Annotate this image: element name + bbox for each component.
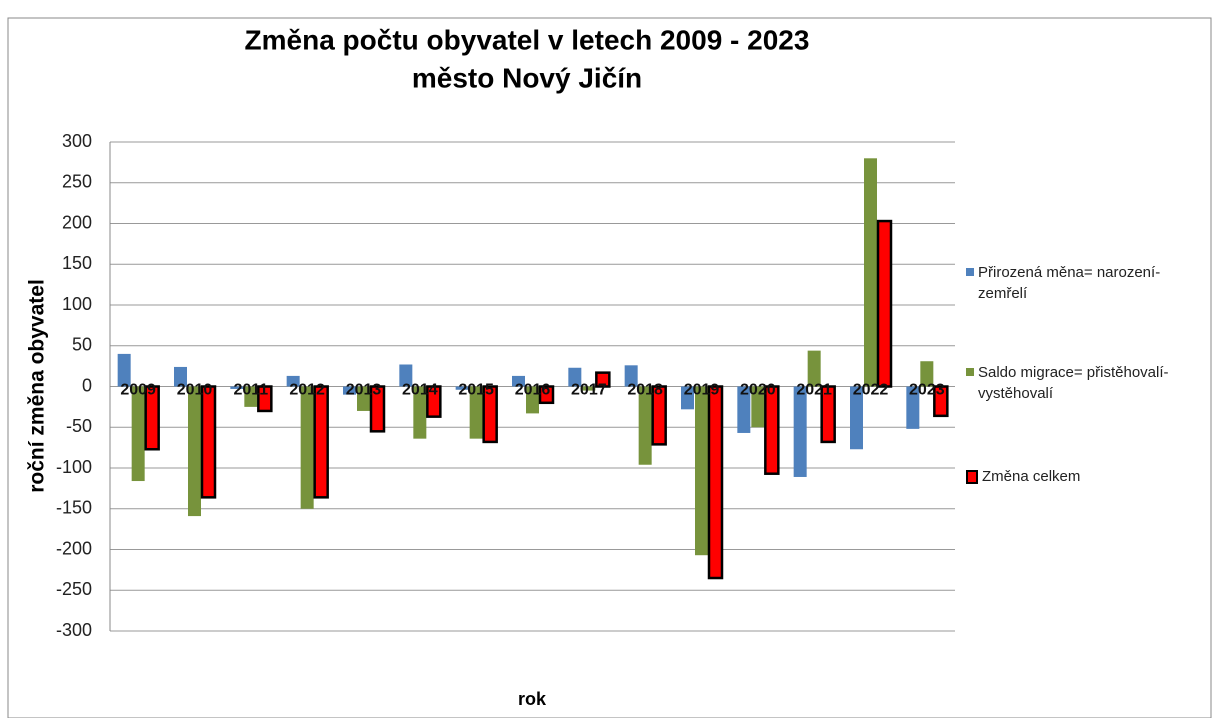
- bar: [343, 386, 356, 395]
- x-tick-label: 2020: [740, 382, 776, 399]
- x-tick-label: 2018: [627, 382, 663, 399]
- x-tick-label: 2014: [402, 382, 438, 399]
- bar: [568, 367, 582, 387]
- bar: [764, 385, 780, 475]
- x-tick-label: 2013: [346, 382, 382, 399]
- y-tick-label: 100: [62, 294, 92, 314]
- bar: [188, 386, 201, 517]
- bar: [300, 386, 314, 509]
- bar: [174, 366, 187, 387]
- y-axis-label: roční změna obyvatel: [26, 279, 49, 493]
- y-tick-label: 150: [62, 253, 92, 273]
- bar: [624, 365, 638, 387]
- y-tick-label: 300: [62, 131, 92, 151]
- bar: [933, 385, 949, 418]
- bar: [850, 386, 863, 450]
- x-axis-label: rok: [518, 689, 547, 709]
- legend-label: Saldo migrace= přistěhovalí-vystěhovalí: [978, 364, 1169, 402]
- y-tick-label: 50: [72, 335, 92, 355]
- bar: [707, 385, 724, 580]
- bar: [482, 385, 498, 444]
- y-tick-label: 0: [82, 375, 92, 395]
- bar: [737, 386, 751, 433]
- bar: [582, 386, 596, 391]
- bar: [595, 371, 611, 388]
- bar: [286, 375, 300, 387]
- bar: [538, 385, 555, 405]
- bar: [695, 386, 708, 556]
- chart-border: [7, 17, 1212, 718]
- bar: [793, 386, 807, 477]
- bar: [807, 350, 821, 387]
- bar: [651, 385, 667, 446]
- x-tick-label: 2015: [458, 382, 494, 399]
- x-tick-label: 2011: [233, 382, 268, 399]
- bar: [357, 386, 370, 411]
- bar: [751, 386, 765, 428]
- bar: [200, 385, 217, 499]
- bar: [526, 386, 539, 414]
- x-tick-label: 2021: [796, 382, 832, 399]
- bar: [144, 385, 160, 451]
- bar: [313, 385, 329, 499]
- bar: [820, 385, 836, 444]
- legend-item: Přirozená měna= narození-zemřelí: [966, 262, 1206, 304]
- y-tick-label: -100: [56, 457, 92, 477]
- bar: [864, 158, 877, 387]
- bar: [399, 364, 413, 387]
- legend-swatch: [966, 368, 974, 376]
- y-tick-label: -200: [56, 538, 92, 558]
- legend-item: Saldo migrace= přistěhovalí-vystěhovalí: [966, 362, 1206, 404]
- y-tick-label: 200: [62, 212, 92, 232]
- y-tick-label: -150: [56, 498, 92, 518]
- bar: [455, 386, 469, 390]
- legend-swatch: [966, 470, 978, 484]
- chart-subtitle: město Nový Jičín: [412, 62, 642, 93]
- bar: [369, 385, 386, 433]
- bar: [257, 385, 273, 413]
- y-tick-label: -250: [56, 579, 92, 599]
- bar: [426, 385, 442, 418]
- x-tick-label: 2009: [120, 382, 156, 399]
- legend-swatch: [966, 268, 974, 276]
- legend-label: Přirozená měna= narození-zemřelí: [978, 264, 1161, 302]
- bar: [469, 386, 483, 439]
- x-tick-label: 2017: [571, 382, 607, 399]
- bar: [920, 361, 934, 387]
- legend-label: Změna celkem: [982, 468, 1081, 485]
- chart-title: Změna počtu obyvatel v letech 2009 - 202…: [245, 24, 810, 55]
- x-tick-label: 2016: [515, 382, 551, 399]
- bar: [131, 386, 145, 482]
- y-tick-label: -50: [66, 416, 92, 436]
- x-tick-label: 2010: [177, 382, 213, 399]
- x-tick-label: 2022: [853, 382, 889, 399]
- bar: [512, 375, 525, 387]
- bar: [244, 386, 258, 407]
- x-tick-label: 2012: [289, 382, 325, 399]
- bar: [413, 386, 427, 439]
- x-tick-label: 2019: [684, 382, 720, 399]
- bar: [638, 386, 652, 465]
- x-tick-label: 2023: [909, 382, 945, 399]
- bar: [876, 219, 893, 388]
- bar: [230, 386, 244, 389]
- bar: [681, 386, 694, 410]
- legend-item: Změna celkem: [966, 466, 1206, 487]
- bar: [117, 353, 131, 387]
- bar: [906, 386, 920, 429]
- y-tick-label: 250: [62, 172, 92, 192]
- y-tick-label: -300: [56, 620, 92, 640]
